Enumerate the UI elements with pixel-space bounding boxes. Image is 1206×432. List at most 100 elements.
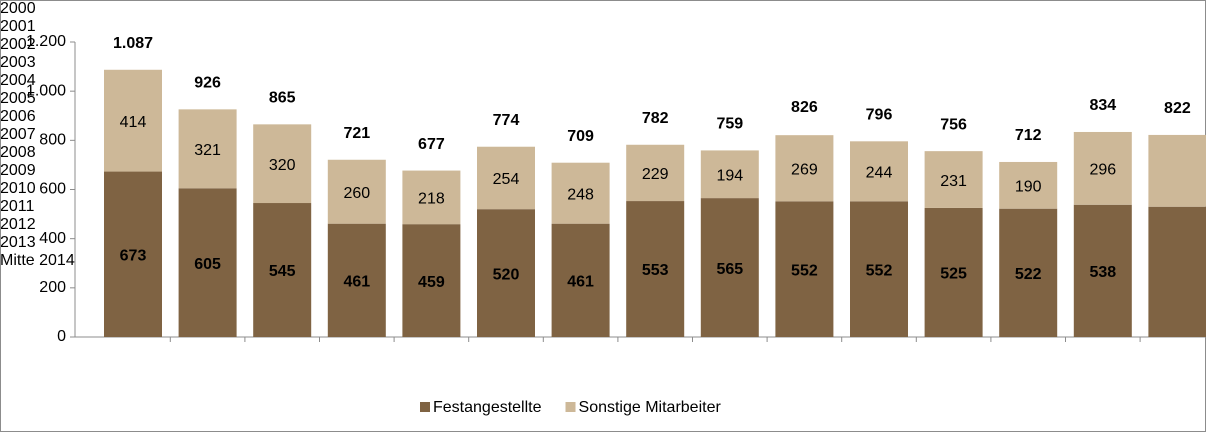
bar-segment (775, 135, 834, 202)
total-label: 1.087 (113, 35, 153, 52)
bar-segment (924, 207, 983, 337)
bar-segment (1148, 206, 1206, 337)
bar-segment (178, 109, 237, 189)
x-tick-label: 2003 (0, 54, 36, 71)
legend-swatch (420, 402, 430, 412)
total-label: 926 (194, 75, 221, 92)
bar-segment (402, 170, 461, 225)
x-tick-label: 2008 (0, 144, 36, 161)
bar-segment (327, 159, 386, 224)
y-tick-label: 800 (39, 132, 66, 149)
bar-segment (700, 150, 759, 199)
bar-segment (327, 223, 386, 337)
segment-label: 461 (567, 274, 594, 291)
bar-segment (253, 203, 312, 337)
legend-swatch (565, 402, 576, 412)
segment-label: 553 (642, 262, 669, 279)
bar-segment (999, 161, 1058, 209)
bar-segment (850, 201, 908, 337)
segment-label: 552 (866, 262, 893, 279)
segment-label: 218 (418, 191, 445, 208)
segment-label: 565 (716, 261, 743, 278)
total-label: 796 (866, 107, 893, 124)
total-label: 834 (1089, 97, 1116, 114)
bar-segment (850, 141, 908, 202)
x-tick-label: 2013 (0, 234, 36, 251)
total-label: 721 (343, 125, 370, 142)
total-label: 774 (493, 112, 520, 129)
segment-label: 673 (120, 247, 147, 264)
segment-label: 414 (120, 114, 147, 131)
bar-segment (1073, 204, 1132, 337)
total-label: 782 (642, 110, 669, 127)
bar-segment (104, 171, 162, 337)
segment-label: 320 (269, 157, 296, 174)
bar-segment (626, 201, 685, 337)
segment-label: 194 (716, 167, 743, 184)
y-tick-label: 1.200 (26, 33, 66, 50)
y-tick-label: 400 (39, 230, 66, 247)
segment-label: 538 (1089, 264, 1116, 281)
total-label: 826 (791, 99, 818, 116)
x-tick-label: 2012 (0, 216, 36, 233)
x-tick-label: 2000 (0, 0, 36, 17)
x-tick-label: 2011 (0, 198, 35, 215)
bar-segment (1148, 134, 1206, 207)
total-label: 709 (567, 128, 594, 145)
bar-segment (477, 146, 535, 210)
segment-label: 321 (194, 142, 221, 159)
bar-segment (551, 223, 610, 337)
segment-label: 525 (940, 266, 967, 283)
bar-segment (104, 69, 162, 172)
segment-label: 260 (343, 185, 370, 202)
x-tick-label: 2007 (0, 126, 36, 143)
x-tick-label: 2001 (0, 18, 36, 35)
y-tick-label: 0 (57, 328, 66, 345)
y-tick-label: 600 (39, 181, 66, 198)
segment-label: 190 (1015, 179, 1042, 196)
bar-segment (999, 208, 1058, 337)
bar-segment (775, 201, 834, 337)
total-label: 822 (1164, 100, 1191, 117)
bar-segment (1073, 131, 1132, 205)
total-label: 756 (940, 116, 967, 133)
x-tick-label: 2009 (0, 162, 36, 179)
x-tick-label: 2010 (0, 180, 36, 197)
segment-label: 269 (791, 161, 818, 178)
x-tick-label: 2004 (0, 72, 36, 89)
segment-label: 545 (269, 263, 296, 280)
segment-label: 459 (418, 274, 445, 291)
segment-label: 254 (493, 171, 520, 188)
segment-label: 522 (1015, 266, 1042, 283)
total-label: 865 (269, 90, 296, 107)
segment-label: 231 (940, 173, 967, 190)
x-tick-label: Mitte 2014 (0, 252, 75, 269)
bar-segment (178, 188, 237, 337)
x-tick-label: 2002 (0, 36, 36, 53)
bar-segment (551, 162, 610, 224)
legend-label: Festangestellte (433, 399, 542, 416)
total-label: 677 (418, 136, 445, 153)
y-tick-label: 200 (39, 279, 66, 296)
segment-label: 461 (343, 274, 370, 291)
segment-label: 244 (866, 165, 893, 182)
bar-segment (626, 144, 685, 202)
segment-label: 296 (1089, 162, 1116, 179)
segment-label: 520 (493, 266, 520, 283)
legend-label: Sonstige Mitarbeiter (579, 399, 722, 416)
bar-segment (700, 198, 759, 337)
bar-segment (924, 151, 983, 208)
x-tick-label: 2005 (0, 90, 36, 107)
y-tick-label: 1.000 (26, 82, 66, 99)
total-label: 759 (716, 116, 743, 133)
x-tick-label: 2006 (0, 108, 36, 125)
bar-segment (402, 224, 461, 337)
total-label: 712 (1015, 127, 1042, 144)
bar-segment (477, 209, 535, 337)
segment-label: 229 (642, 166, 669, 183)
segment-label: 248 (567, 186, 594, 203)
segment-label: 552 (791, 262, 818, 279)
bar-segment (253, 124, 312, 204)
